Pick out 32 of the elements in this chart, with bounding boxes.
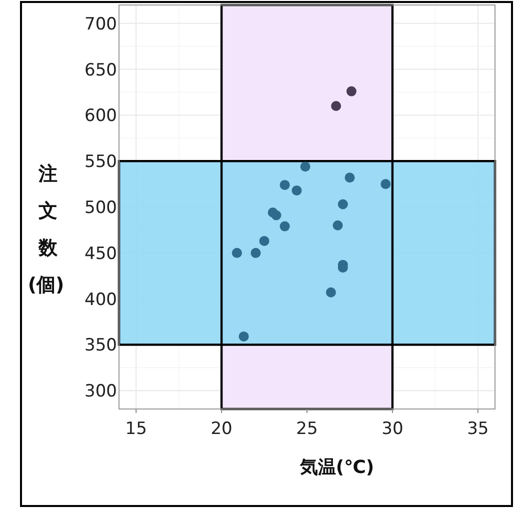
y-tick-label: 600 — [84, 106, 117, 126]
point — [250, 248, 261, 258]
point — [280, 180, 290, 190]
y-tick-label: 550 — [84, 152, 117, 172]
point — [331, 101, 342, 111]
point — [259, 236, 270, 246]
x-tick-label: 25 — [296, 419, 318, 439]
point — [326, 287, 336, 298]
point — [332, 220, 343, 230]
x-axis-title: 気温(℃) — [298, 457, 374, 478]
y-tick-label: 650 — [84, 60, 117, 80]
x-tick-label: 35 — [467, 419, 489, 439]
point — [280, 221, 290, 232]
point — [238, 331, 249, 342]
y-tick-label: 350 — [84, 336, 117, 356]
x-tick-label: 20 — [210, 419, 232, 439]
x-tick-label: 30 — [382, 419, 404, 439]
y-tick-label: 400 — [84, 290, 117, 310]
point — [300, 162, 310, 172]
point — [344, 172, 355, 183]
point — [271, 210, 282, 220]
y-tick-label: 700 — [84, 14, 117, 34]
y-tick-label: 300 — [84, 382, 117, 402]
y-tick-label: 500 — [84, 198, 117, 218]
y-tick-label: 450 — [84, 244, 117, 264]
point — [346, 86, 356, 96]
point — [292, 185, 302, 196]
y-axis-title: 注文数(個) — [28, 163, 64, 296]
point — [338, 199, 348, 210]
x-tick-label: 15 — [125, 419, 147, 439]
point — [380, 179, 391, 190]
point — [232, 248, 242, 258]
